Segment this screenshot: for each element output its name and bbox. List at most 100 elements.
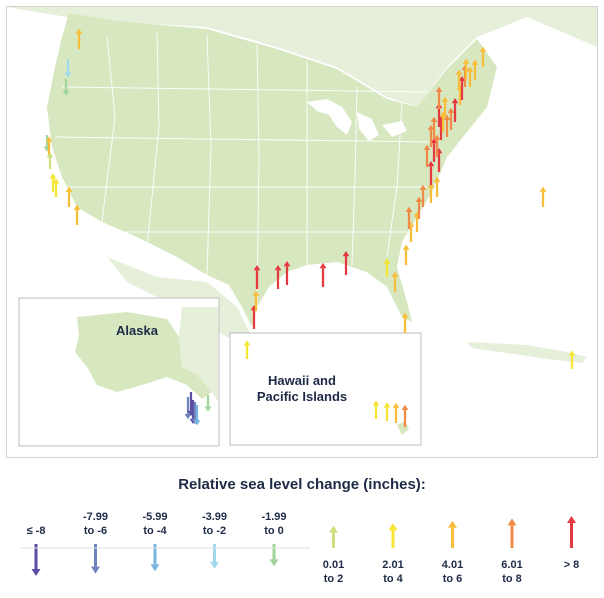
station-arrow-63 — [392, 402, 400, 423]
station-arrow-1 — [64, 59, 72, 78]
legend-title: Relative sea level change (inches): — [178, 476, 426, 493]
legend-arrow-c6 — [329, 525, 338, 548]
station-arrow-18-head — [401, 312, 409, 318]
legend-arrow-c10 — [567, 516, 576, 548]
station-arrow-28 — [433, 176, 441, 197]
station-arrow-13 — [274, 265, 282, 289]
station-arrow-14-head — [283, 261, 291, 267]
station-arrow-51-head — [462, 58, 470, 64]
station-arrow-12 — [253, 265, 261, 289]
station-arrow-15-head — [319, 263, 327, 269]
legend-arrow-c4 — [210, 544, 219, 569]
station-arrow-61-head — [372, 400, 380, 406]
station-arrows — [43, 28, 576, 427]
station-arrow-20-head — [391, 271, 399, 277]
legend-label-line1: -3.99 — [201, 511, 228, 523]
legend-label-line1: 0.01 — [322, 559, 345, 571]
station-arrow-8-head — [65, 186, 73, 192]
station-arrow-61 — [372, 400, 380, 419]
hawaii-label-line2: Pacific Islands — [256, 389, 348, 404]
legend-arrow-c8 — [448, 520, 457, 548]
legend-arrow-c8-head — [448, 520, 457, 528]
station-arrow-50 — [479, 46, 487, 67]
station-arrow-54-head — [184, 413, 192, 420]
station-arrow-7-head — [49, 173, 57, 179]
legend-arrow-c1 — [31, 544, 41, 576]
legend-arrow-c9 — [507, 518, 517, 548]
station-arrow-5-head — [45, 136, 53, 142]
station-arrow-41 — [441, 96, 449, 117]
station-arrow-41-head — [441, 96, 449, 102]
legend: Relative sea level change (inches): ≤ -8… — [0, 462, 604, 598]
station-arrow-36-head — [430, 116, 438, 123]
station-arrow-18 — [401, 312, 409, 333]
legend-arrow-c9-head — [507, 518, 517, 526]
station-arrow-62-head — [383, 402, 391, 408]
station-arrow-26 — [419, 184, 427, 207]
station-arrow-21-head — [402, 244, 410, 250]
legend-arrow-c7-head — [388, 523, 398, 531]
station-arrow-45-head — [458, 76, 466, 82]
canada-land — [7, 7, 597, 107]
station-arrow-31 — [430, 138, 438, 162]
legend-label-line2: to 4 — [383, 573, 403, 585]
hawaii-label-line1: Hawaii and — [268, 373, 336, 388]
station-arrow-16-head — [342, 251, 350, 257]
station-arrow-43 — [435, 86, 443, 109]
legend-label-c5: -1.99 to 0 — [244, 510, 304, 538]
legend-label-c4: -3.99 to -2 — [185, 510, 245, 538]
legend-arrow-c6-head — [329, 525, 338, 533]
station-arrow-13-head — [274, 265, 282, 271]
station-arrow-58-head — [193, 420, 201, 426]
station-arrow-64 — [401, 404, 409, 427]
station-arrow-25-head — [415, 196, 423, 203]
station-arrow-42-head — [451, 98, 459, 104]
station-arrow-1-head — [64, 72, 72, 78]
legend-arrow-c7 — [388, 523, 398, 548]
station-arrow-17-head — [252, 290, 260, 296]
station-arrow-60 — [243, 340, 251, 359]
station-arrow-26-head — [419, 184, 427, 191]
station-arrow-37 — [443, 114, 451, 137]
station-arrow-34 — [427, 124, 435, 147]
legend-label-line1: > 8 — [563, 559, 580, 571]
station-arrow-58 — [193, 405, 201, 426]
station-arrow-2 — [75, 28, 83, 49]
station-arrow-10 — [52, 178, 60, 197]
station-arrow-32-head — [423, 144, 431, 151]
station-arrow-60-head — [243, 340, 251, 346]
station-arrow-8 — [65, 186, 73, 207]
legend-label-line2: to 0 — [264, 525, 284, 537]
station-arrow-52 — [539, 186, 547, 207]
station-arrow-15 — [319, 263, 327, 287]
station-arrow-45 — [458, 76, 466, 100]
station-arrow-27-head — [427, 182, 435, 188]
us-map — [7, 7, 597, 447]
station-arrow-10-head — [52, 178, 60, 184]
legend-label-c6: 0.01 to 2 — [304, 558, 364, 586]
station-arrow-31-head — [430, 138, 438, 144]
legend-arrow-c5 — [269, 544, 279, 567]
legend-label-c3: -5.99 to -4 — [125, 510, 185, 538]
station-arrow-6 — [46, 152, 54, 169]
station-arrow-9 — [73, 204, 81, 225]
canada-land-west — [179, 307, 218, 402]
alaska-land — [75, 312, 212, 399]
legend-arrow-c1-head — [31, 569, 41, 576]
station-arrow-19 — [383, 258, 391, 277]
station-arrow-2-head — [75, 28, 83, 34]
legend-arrow-c3 — [150, 544, 160, 572]
hawaii-label: Hawaii and Pacific Islands — [247, 373, 357, 405]
station-arrow-64-head — [401, 404, 409, 411]
station-arrow-50-head — [479, 46, 487, 52]
legend-label-line2: to -4 — [143, 525, 167, 537]
station-arrow-25 — [415, 196, 423, 219]
station-arrow-36 — [430, 116, 438, 139]
station-arrow-20 — [391, 271, 399, 292]
station-arrow-14 — [283, 261, 291, 285]
station-arrow-63-head — [392, 402, 400, 408]
legend-label-line2: to 2 — [323, 573, 344, 585]
station-arrow-51 — [462, 58, 470, 79]
legend-label-line2: to 8 — [502, 573, 522, 585]
station-arrow-49-head — [471, 59, 479, 65]
